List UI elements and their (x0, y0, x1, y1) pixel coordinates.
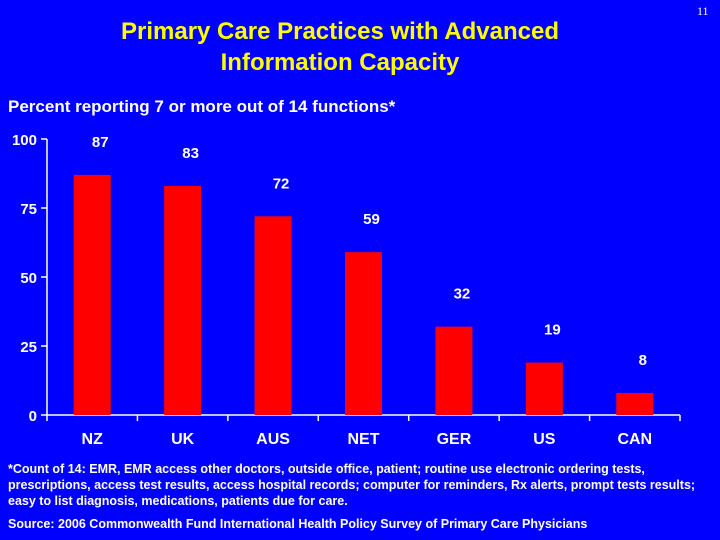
data-label: 32 (454, 286, 471, 303)
bar (435, 326, 473, 415)
data-label: 59 (363, 211, 380, 228)
data-label: 87 (92, 134, 109, 151)
bar (73, 174, 111, 415)
x-tick-label: AUS (256, 431, 290, 448)
source-note: Source: 2006 Commonwealth Fund Internati… (8, 517, 588, 531)
bar (525, 362, 563, 415)
y-tick-label: 25 (20, 339, 37, 356)
x-tick-label: UK (171, 431, 195, 448)
data-label: 72 (273, 175, 290, 192)
x-tick-label: NET (348, 431, 380, 448)
x-tick-label: CAN (617, 431, 652, 448)
x-tick-label: US (533, 431, 556, 448)
chart-title-line2: Information Capacity (220, 49, 460, 76)
y-tick-label: 100 (12, 132, 37, 149)
x-tick-label: GER (437, 431, 472, 448)
y-tick-label: 50 (20, 270, 37, 287)
bar (164, 185, 202, 415)
chart-title-line1: Primary Care Practices with Advanced (121, 18, 559, 45)
y-tick-label: 0 (29, 408, 37, 425)
chart-subtitle: Percent reporting 7 or more out of 14 fu… (8, 97, 396, 116)
page-number: 11 (697, 4, 709, 18)
bar (254, 216, 292, 415)
bar (616, 392, 654, 415)
bar (345, 252, 382, 415)
data-label: 19 (544, 322, 561, 339)
x-tick-label: NZ (82, 431, 104, 448)
chart-title: Primary Care Practices with Advanced Inf… (40, 16, 640, 78)
y-tick-label: 75 (20, 201, 37, 218)
data-label: 8 (639, 352, 647, 369)
footnote: *Count of 14: EMR, EMR access other doct… (8, 462, 696, 508)
data-label: 83 (182, 145, 199, 162)
bar-chart: 0 25 50 75 100 87 NZ 83 UK 72 AUS 59 NET 32 GER 19 US 8 CA… (12, 132, 681, 448)
